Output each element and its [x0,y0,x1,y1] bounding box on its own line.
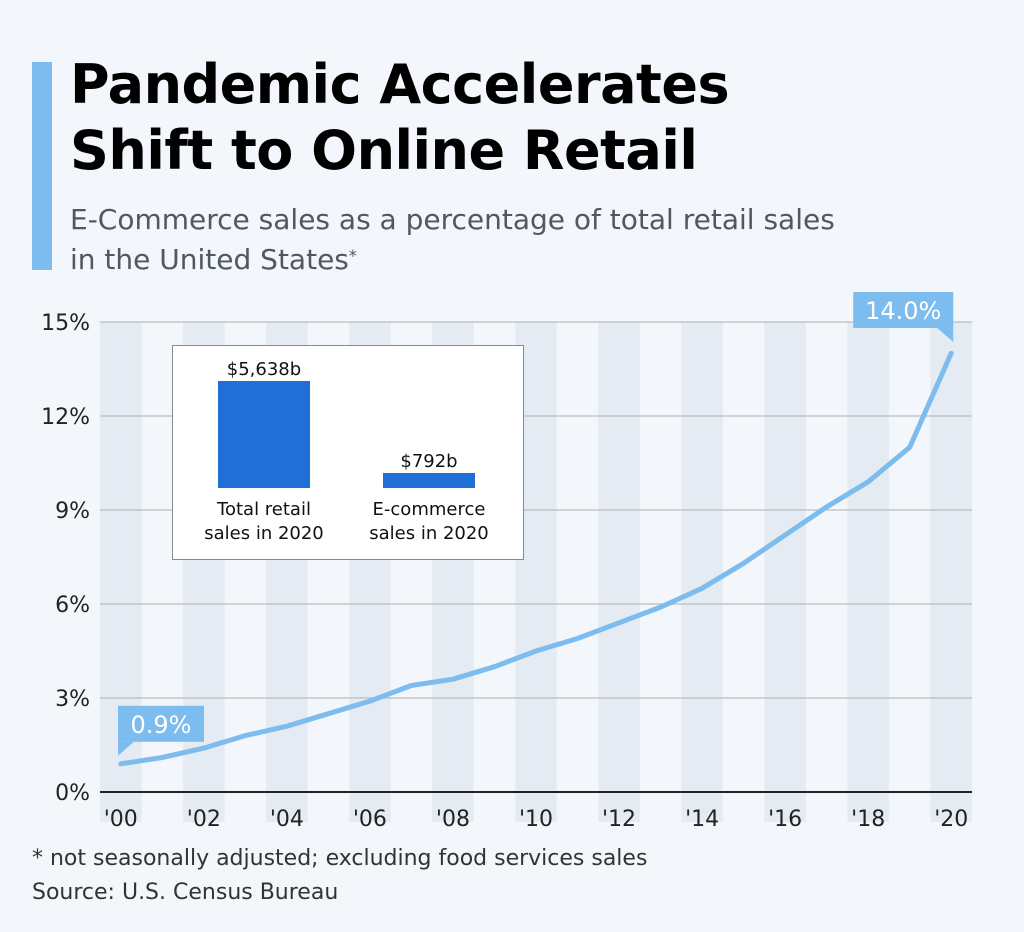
x-tick-label: '16 [768,807,802,832]
y-tick-label: 15% [41,311,90,336]
x-tick-label: '10 [519,807,553,832]
x-tick-label: '04 [270,807,304,832]
subtitle-line-2: in the United States [70,243,349,276]
inset-category-label: E-commerce [373,499,486,520]
year-stripe-2012 [598,322,640,822]
callout-box [853,292,954,328]
x-tick-label: '08 [436,807,470,832]
subtitle-line-1: E-Commerce sales as a percentage of tota… [70,203,835,236]
year-stripe-2014 [681,322,723,822]
title-line-2: Shift to Online Retail [70,119,698,182]
y-tick-label: 6% [55,593,90,618]
inset-category-label: sales in 2020 [204,523,324,544]
title-line-1: Pandemic Accelerates [70,53,730,116]
inset-bar-total-retail [218,381,310,488]
x-tick-label: '20 [934,807,968,832]
gridlines [100,321,972,699]
y-tick-label: 9% [55,499,90,524]
inset-bar-chart: $5,638b Total retail sales in 2020 $792b E-c… [204,359,489,544]
inset-bar-value-label: $5,638b [227,359,301,380]
y-tick-label: 0% [55,781,90,806]
y-tick-label: 12% [41,405,90,430]
inset-category-label: sales in 2020 [369,523,489,544]
footnote: * not seasonally adjusted; excluding foo… [32,846,648,871]
x-tick-label: '14 [685,807,719,832]
inset-bar-ecommerce [383,472,475,488]
callout-label: 0.9% [131,711,192,739]
end-value-callout: 14.0% [853,292,954,342]
inset-category-label: Total retail [216,499,311,520]
ecommerce-share-line [118,350,954,767]
x-tick-label: '00 [104,807,138,832]
title-accent-bar [32,62,52,270]
callout-box [118,705,204,742]
callout-pointer [118,741,134,756]
inset-bar-value-label: $792b [400,451,457,472]
y-tick-label: 3% [55,687,90,712]
x-tick-label: '12 [602,807,636,832]
start-value-callout: 0.9% [118,705,204,756]
callout-pointer [937,328,954,342]
x-tick-label: '02 [187,807,221,832]
source-note: Source: U.S. Census Bureau [32,880,339,905]
subtitle-footnote-mark: * [348,246,357,265]
x-tick-label: '06 [353,807,387,832]
callout-label: 14.0% [865,297,941,325]
year-stripe-2018 [847,322,889,822]
year-stripe-2016 [764,322,806,822]
x-tick-label: '18 [851,807,885,832]
chart-title: Pandemic Accelerates Shift to Online Ret… [70,52,990,184]
chart-subtitle: E-Commerce sales as a percentage of tota… [70,200,990,280]
year-stripe-2020 [930,322,972,822]
